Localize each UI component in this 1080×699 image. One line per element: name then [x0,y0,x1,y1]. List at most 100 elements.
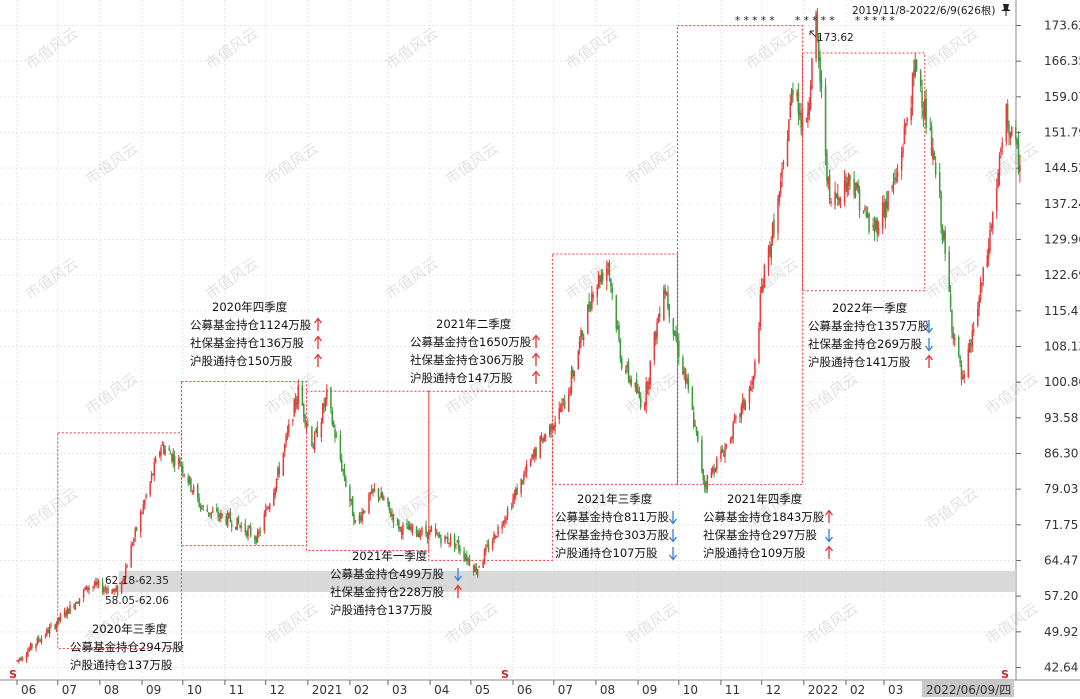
candle-body [342,469,344,471]
candle-body [733,418,736,421]
candle-body [210,512,213,515]
candle-body [725,444,728,447]
candle-body [133,538,135,543]
candle-body [616,326,619,329]
watermark-text: 市值风云 [442,139,501,188]
candle-body [535,448,537,457]
watermark-text: 市值风云 [442,599,501,648]
candle-body [561,403,563,412]
candle-body [845,176,847,188]
candle-body [521,480,524,484]
x-tick-label: 11 [229,683,244,697]
y-tick-label: 137.24 [1044,197,1080,211]
watermark-text: 市值风云 [802,139,861,188]
candle-body [149,481,151,495]
candle-body [743,398,745,408]
candle-body [838,197,840,205]
candle-body [713,468,715,474]
candle-body [402,525,404,535]
candle-body [95,581,97,585]
quarter-title: 2021年四季度 [727,492,803,506]
candle-body [600,274,603,283]
candle-body [78,597,81,603]
candle-body [229,512,232,523]
candle-body [255,537,257,544]
holding-line: 沪股通持仓141万股 [808,355,911,369]
candle-body [407,526,410,530]
candle-body [805,118,808,123]
y-tick-label: 93.58 [1044,411,1078,425]
candle-body [236,517,238,531]
candle-body [307,423,309,426]
candle-body [66,607,69,616]
candle-body [264,509,267,517]
candle-body [123,577,126,581]
watermark-text: 市值风云 [382,254,441,303]
candle-body [762,285,764,290]
candle-body [468,558,471,566]
candle-body [548,424,551,435]
quarter-annotation: 2020年四季度公募基金持仓1124万股社保基金持仓136万股沪股通持仓150万… [190,300,323,368]
candle-body [554,422,556,428]
candle-body [362,511,365,513]
candle-body [706,475,709,490]
candle-body [283,444,286,452]
candle-body [925,98,927,128]
candle-body [474,566,476,572]
candle-body [158,452,161,457]
candle-body [856,182,858,189]
candle-body [894,177,896,180]
candle-body [665,293,668,296]
candle-body [769,245,771,256]
candle-body [150,474,153,480]
candle-body [364,510,366,513]
candle-body [567,394,570,412]
candle-body [472,565,475,572]
dividend-mark: S [9,668,17,681]
candle-body [835,193,838,197]
candle-body [209,513,211,515]
candle-body [135,527,138,531]
candle-body [716,458,718,470]
candle-body [957,337,960,356]
candle-body [400,527,403,535]
dividend-marks: S S S [9,668,1009,681]
pin-icon[interactable] [1001,4,1011,16]
candle-body [131,543,134,546]
candle-body [729,439,732,442]
candle-body [455,543,457,546]
candle-body [440,537,442,544]
candle-body [599,275,601,284]
quarter-annotation: 2021年四季度公募基金持仓1843万股社保基金持仓297万股沪股通持仓109万… [703,492,834,560]
x-tick-label: 2021 [312,683,343,697]
candle-body [304,415,306,424]
candle-body [84,588,86,590]
quarter-annotation: 2021年二季度公募基金持仓1650万股社保基金持仓306万股沪股通持仓147万… [410,317,541,385]
candle-body [668,304,671,317]
candle-body [267,507,270,509]
candle-body [735,415,737,418]
candle-body [392,514,395,524]
candle-body [206,508,209,512]
candle-body [771,223,774,242]
candle-body [93,584,96,586]
watermark-text: 市值风云 [262,369,321,418]
candle-body [902,147,904,154]
candle-body [887,191,889,210]
dividend-mark: S [1001,668,1009,681]
candle-body [654,331,657,340]
candle-body [767,247,770,268]
candle-body [504,519,506,523]
candle-body [922,110,925,116]
candle-body [672,318,675,335]
candle-body [286,431,289,436]
candle-body [963,374,965,379]
candle-body [218,515,221,518]
candle-body [514,489,517,497]
candle-body [796,92,798,97]
candle-body [88,587,90,591]
candle-body [828,174,831,200]
candle-body [387,497,389,504]
watermark-text: 市值风云 [622,139,681,188]
